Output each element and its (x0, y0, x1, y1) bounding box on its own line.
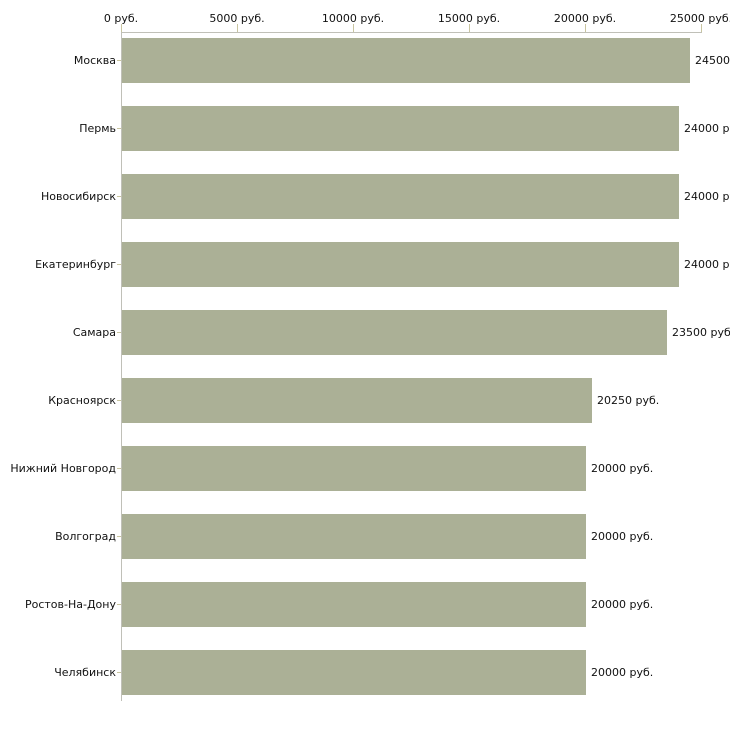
category-tick (117, 604, 121, 605)
x-axis-tick (121, 24, 122, 32)
x-axis-tick-label: 0 руб. (103, 12, 139, 25)
x-axis-tick-label: 5000 руб. (209, 12, 265, 25)
value-label: 20000 руб. (591, 530, 654, 543)
bar (122, 174, 679, 219)
x-axis-tick (469, 24, 470, 32)
category-label: Новосибирск (40, 190, 116, 203)
x-axis-tick (237, 24, 238, 32)
x-axis-tick (353, 24, 354, 32)
bar (122, 242, 679, 287)
value-label: 24500 руб. (695, 54, 730, 67)
bar (122, 38, 690, 83)
value-label: 24000 руб. (684, 258, 730, 271)
category-label: Пермь (79, 122, 116, 135)
x-axis-tick-label: 25000 руб. (669, 12, 730, 25)
category-tick (117, 60, 121, 61)
value-label: 20000 руб. (591, 598, 654, 611)
category-label: Ростов-На-Дону (24, 598, 116, 611)
category-tick (117, 468, 121, 469)
category-label: Москва (73, 54, 116, 67)
category-tick (117, 400, 121, 401)
category-label: Екатеринбург (35, 258, 116, 271)
bar (122, 106, 679, 151)
category-tick (117, 128, 121, 129)
category-tick (117, 536, 121, 537)
category-label: Челябинск (54, 666, 116, 679)
bar (122, 650, 586, 695)
value-label: 24000 руб. (684, 122, 730, 135)
category-tick (117, 332, 121, 333)
value-label: 20000 руб. (591, 462, 654, 475)
category-tick (117, 264, 121, 265)
bar (122, 446, 586, 491)
value-label: 23500 руб. (672, 326, 730, 339)
bar (122, 378, 592, 423)
category-label: Волгоград (55, 530, 116, 543)
bar (122, 514, 586, 559)
x-axis-tick (585, 24, 586, 32)
category-label: Самара (72, 326, 116, 339)
category-label: Красноярск (48, 394, 116, 407)
category-tick (117, 672, 121, 673)
x-axis-line (121, 32, 702, 33)
y-axis-line (121, 32, 122, 701)
value-label: 20000 руб. (591, 666, 654, 679)
bar (122, 582, 586, 627)
x-axis-tick (701, 24, 702, 32)
x-axis-tick-label: 10000 руб. (321, 12, 385, 25)
x-axis-tick-label: 15000 руб. (437, 12, 501, 25)
bar (122, 310, 667, 355)
value-label: 20250 руб. (597, 394, 660, 407)
category-tick (117, 196, 121, 197)
x-axis-tick-label: 20000 руб. (553, 12, 617, 25)
value-label: 24000 руб. (684, 190, 730, 203)
category-label: Нижний Новгород (10, 462, 116, 475)
